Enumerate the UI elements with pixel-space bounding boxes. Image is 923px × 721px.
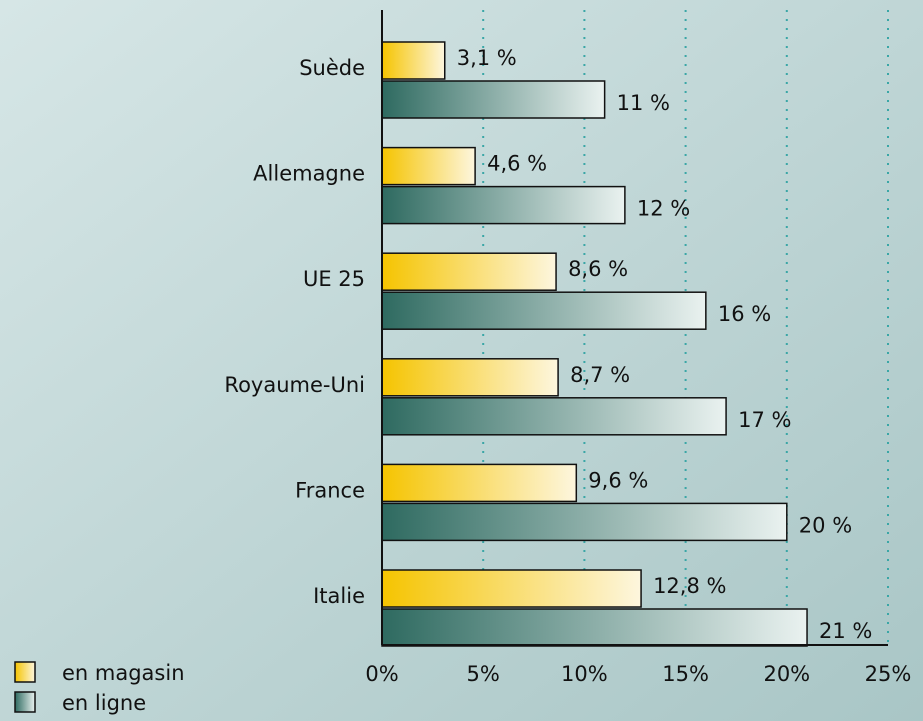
x-tick-label: 5% bbox=[467, 662, 500, 686]
bar bbox=[381, 291, 707, 330]
legend-swatch bbox=[14, 661, 36, 683]
value-label: 12,8 % bbox=[653, 574, 726, 598]
legend-label: en magasin bbox=[62, 661, 185, 685]
value-label: 20 % bbox=[799, 513, 852, 537]
value-label: 17 % bbox=[738, 408, 791, 432]
value-label: 3,1 % bbox=[457, 46, 517, 70]
x-tick-label: 25% bbox=[865, 662, 912, 686]
legend-swatch bbox=[14, 691, 36, 713]
x-tick-label: 0% bbox=[365, 662, 398, 686]
bar bbox=[381, 146, 476, 186]
value-label: 11 % bbox=[617, 91, 670, 115]
value-label: 12 % bbox=[637, 197, 690, 221]
value-label: 4,6 % bbox=[487, 152, 547, 176]
category-label: Italie bbox=[313, 584, 365, 608]
bar bbox=[381, 41, 446, 80]
bar bbox=[381, 608, 808, 647]
bar bbox=[381, 463, 578, 503]
x-tick-label: 10% bbox=[561, 662, 608, 686]
legend-label: en ligne bbox=[62, 691, 146, 715]
category-label: Royaume-Uni bbox=[224, 373, 365, 397]
value-label: 16 % bbox=[718, 302, 771, 326]
value-label: 8,7 % bbox=[570, 363, 630, 387]
category-label: UE 25 bbox=[303, 267, 365, 291]
bar bbox=[381, 252, 557, 291]
value-label: 8,6 % bbox=[568, 257, 628, 281]
bar bbox=[381, 397, 727, 436]
bar bbox=[381, 185, 626, 225]
value-label: 21 % bbox=[819, 619, 872, 643]
x-tick-label: 15% bbox=[662, 662, 709, 686]
bar bbox=[381, 502, 788, 542]
category-label: Suède bbox=[299, 56, 365, 80]
value-label: 9,6 % bbox=[588, 468, 648, 492]
x-tick-label: 20% bbox=[763, 662, 810, 686]
category-label: Allemagne bbox=[253, 162, 365, 186]
category-label: France bbox=[295, 478, 365, 502]
bar bbox=[381, 569, 642, 608]
bar bbox=[381, 358, 559, 397]
bar bbox=[381, 80, 606, 119]
